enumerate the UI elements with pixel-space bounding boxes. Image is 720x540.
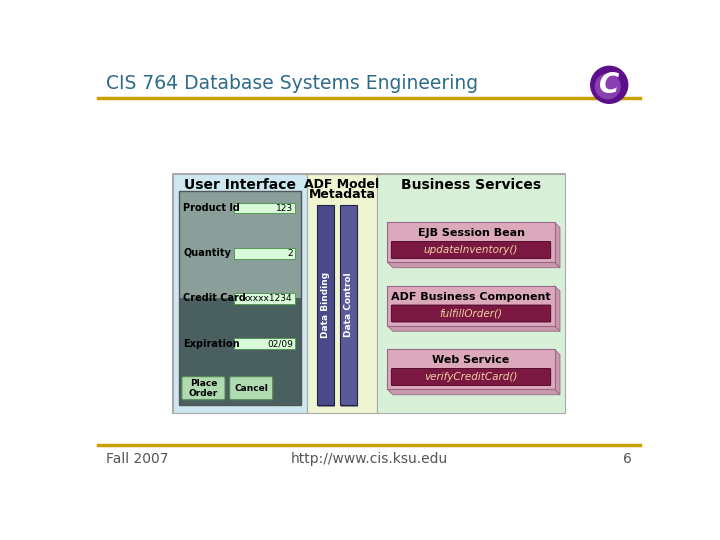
FancyBboxPatch shape: [307, 174, 377, 413]
FancyBboxPatch shape: [173, 174, 565, 413]
Text: ADF Model: ADF Model: [305, 178, 379, 191]
FancyBboxPatch shape: [234, 293, 295, 304]
FancyBboxPatch shape: [377, 174, 565, 413]
FancyBboxPatch shape: [179, 191, 301, 298]
Text: Credit Card: Credit Card: [184, 293, 246, 303]
Text: Data Binding: Data Binding: [320, 272, 330, 338]
Text: ADF Business Component: ADF Business Component: [391, 292, 551, 301]
Text: 2: 2: [287, 249, 293, 258]
FancyBboxPatch shape: [318, 206, 335, 407]
Polygon shape: [554, 222, 560, 268]
Polygon shape: [387, 262, 560, 268]
FancyBboxPatch shape: [317, 205, 333, 405]
Text: Business Services: Business Services: [401, 178, 541, 192]
FancyBboxPatch shape: [341, 206, 359, 407]
FancyBboxPatch shape: [234, 248, 295, 259]
Text: 02/09: 02/09: [267, 339, 293, 348]
FancyBboxPatch shape: [173, 174, 307, 413]
Text: 123: 123: [276, 204, 293, 213]
Text: 6: 6: [624, 452, 632, 466]
Text: Place
Order: Place Order: [189, 379, 218, 398]
Text: Cancel: Cancel: [234, 384, 268, 393]
Text: xxxxx1234: xxxxx1234: [243, 294, 293, 303]
Polygon shape: [554, 349, 560, 395]
FancyBboxPatch shape: [340, 205, 356, 405]
Text: Quantity: Quantity: [184, 248, 231, 258]
FancyBboxPatch shape: [392, 369, 551, 386]
Text: http://www.cis.ksu.edu: http://www.cis.ksu.edu: [290, 452, 448, 466]
Polygon shape: [387, 326, 560, 331]
FancyBboxPatch shape: [392, 305, 551, 322]
FancyBboxPatch shape: [387, 222, 554, 262]
Text: verifyCreditCard(): verifyCreditCard(): [424, 372, 518, 382]
Text: Fall 2007: Fall 2007: [106, 452, 168, 466]
FancyBboxPatch shape: [230, 377, 273, 400]
Text: Expiration: Expiration: [184, 339, 240, 349]
Text: C: C: [599, 71, 619, 99]
FancyBboxPatch shape: [387, 349, 554, 389]
Text: Web Service: Web Service: [433, 355, 510, 365]
FancyBboxPatch shape: [387, 286, 554, 326]
Text: Data Control: Data Control: [343, 273, 353, 338]
Text: User Interface: User Interface: [184, 178, 296, 192]
Text: Product Id: Product Id: [184, 203, 240, 213]
FancyBboxPatch shape: [179, 298, 301, 405]
Polygon shape: [554, 286, 560, 331]
Text: EJB Session Bean: EJB Session Bean: [418, 228, 525, 238]
FancyBboxPatch shape: [234, 338, 295, 349]
Text: Metadata: Metadata: [309, 188, 376, 201]
FancyBboxPatch shape: [392, 241, 551, 259]
Text: fulfillOrder(): fulfillOrder(): [439, 308, 503, 319]
Text: CIS 764 Database Systems Engineering: CIS 764 Database Systems Engineering: [106, 74, 478, 93]
Circle shape: [590, 66, 628, 103]
Text: updateInventory(): updateInventory(): [424, 245, 518, 255]
Polygon shape: [387, 389, 560, 395]
FancyBboxPatch shape: [182, 377, 225, 400]
FancyBboxPatch shape: [234, 202, 295, 213]
Circle shape: [595, 74, 620, 99]
